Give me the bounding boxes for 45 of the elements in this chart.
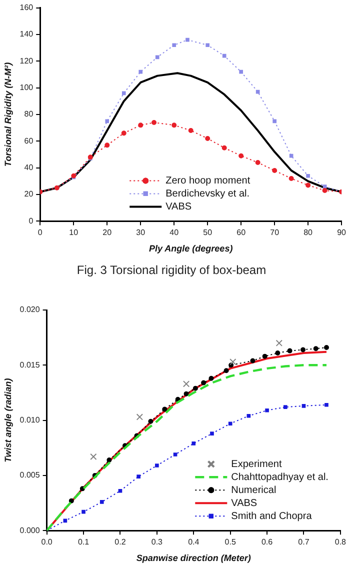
x-tick-label: 20: [102, 228, 112, 238]
y-tick-label: 160: [20, 3, 34, 12]
y-axis-title: Torsional Rigidity (N-M²): [2, 62, 13, 167]
y-tick-label: 0.000: [20, 526, 40, 535]
y-tick-label: 0.015: [20, 360, 40, 370]
legend-label: Zero hoop moment: [166, 175, 250, 186]
x-tick-label: 0.0: [41, 538, 53, 547]
y-tick-label: 20: [24, 190, 34, 199]
x-tick-label: 0.6: [261, 538, 274, 547]
x-tick-label: 70: [270, 228, 280, 238]
x-tick-label: 50: [203, 228, 213, 238]
x-axis-title: Ply Angle (degrees): [149, 244, 233, 254]
y-axis-title: Twist angle (radian): [2, 378, 13, 462]
y-tick-label: 0.010: [20, 416, 40, 425]
y-tick-label: 100: [20, 83, 34, 92]
legend-label: Numerical: [231, 484, 276, 496]
text: Fig. 3 Torsional rigidity of box-beam: [76, 263, 266, 278]
y-tick-label: 140: [20, 30, 34, 39]
x-tick-label: 0.1: [78, 538, 90, 547]
legend-label: VABS: [166, 201, 192, 212]
y-tick-label: 40: [24, 163, 34, 172]
legend-label: Smith and Chopra: [231, 510, 312, 522]
x-tick-label: 60: [236, 228, 246, 238]
x-axis-title: Spanwise direction (Meter): [136, 553, 251, 564]
x-tick-label: 0.8: [334, 538, 347, 547]
y-tick-label: 0.020: [20, 305, 40, 314]
y-tick-label: 0: [28, 216, 34, 226]
legend-label: Experiment: [231, 458, 282, 470]
x-tick-label: 0.5: [224, 538, 236, 547]
x-tick-label: 10: [69, 228, 79, 238]
y-tick-label: 80: [24, 110, 34, 119]
x-tick-label: 0.4: [188, 538, 200, 547]
x-tick-label: 30: [136, 228, 146, 238]
y-tick-label: 60: [24, 136, 34, 146]
legend-label: Berdichevsky et al.: [166, 188, 250, 200]
x-tick-label: 0.7: [298, 538, 310, 547]
x-tick-label: 90: [337, 228, 347, 238]
x-tick-label: 80: [304, 228, 314, 238]
x-tick-label: 40: [170, 228, 180, 238]
x-tick-label: 0.2: [114, 538, 126, 547]
y-tick-label: 120: [20, 56, 34, 66]
legend-label: Chahttopadhyay et al.: [231, 472, 328, 483]
y-tick-label: 0.005: [20, 470, 40, 480]
legend-label: VABS: [231, 498, 258, 509]
x-tick-label: 0.3: [151, 538, 164, 547]
